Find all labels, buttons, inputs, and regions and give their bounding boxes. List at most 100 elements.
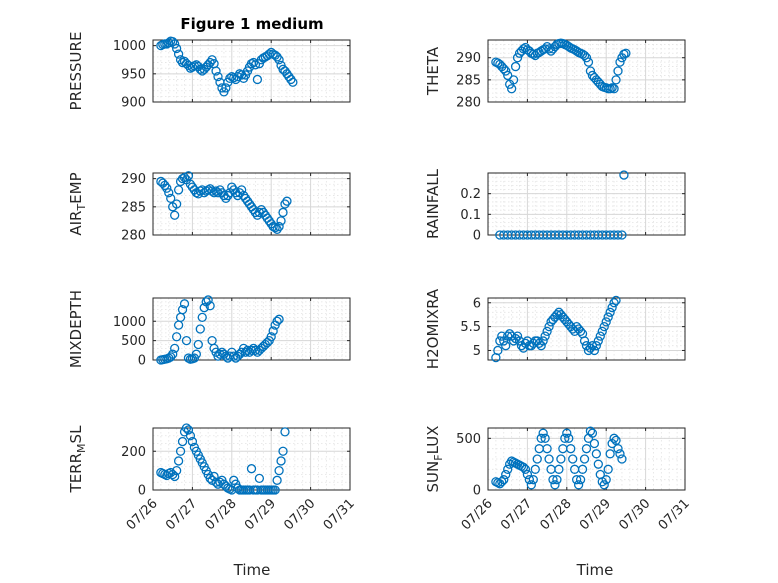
y-tick-label: 290 bbox=[121, 172, 146, 187]
plot-area bbox=[488, 173, 685, 235]
data-point bbox=[164, 38, 174, 48]
data-point bbox=[617, 454, 627, 464]
y-tick-label: 500 bbox=[121, 334, 146, 349]
data-point bbox=[609, 84, 619, 94]
data-point bbox=[579, 50, 590, 61]
figure-title: Figure 1 medium bbox=[180, 15, 323, 33]
data-point bbox=[573, 480, 584, 490]
data-point bbox=[601, 475, 611, 485]
y-axis-label: AIRTEMP bbox=[67, 172, 88, 235]
y-tick-label: 0 bbox=[138, 354, 146, 369]
data-point bbox=[177, 304, 188, 315]
y-tick-label: 0 bbox=[473, 229, 481, 244]
data-point bbox=[601, 317, 611, 327]
data-point bbox=[236, 185, 247, 195]
data-point bbox=[540, 433, 550, 443]
data-point bbox=[581, 53, 592, 63]
data-point bbox=[246, 464, 257, 474]
data-point bbox=[603, 312, 613, 322]
data-point bbox=[556, 454, 566, 464]
data-point bbox=[587, 428, 598, 438]
data-point bbox=[266, 332, 276, 342]
data-point bbox=[254, 473, 265, 484]
data-point bbox=[585, 426, 596, 436]
data-point bbox=[613, 66, 623, 76]
axes-frame bbox=[152, 297, 351, 361]
y-tick-label: 285 bbox=[456, 73, 481, 88]
data-point bbox=[211, 66, 221, 76]
subplot-h2omixra: 5 5.5 6 H2OMIXRA bbox=[424, 288, 686, 369]
y-tick-label: 900 bbox=[121, 96, 146, 111]
data-point bbox=[550, 480, 560, 490]
data-point bbox=[587, 341, 598, 351]
data-point bbox=[166, 193, 176, 204]
data-point bbox=[501, 469, 511, 480]
axes-frame bbox=[152, 39, 351, 103]
data-point bbox=[205, 57, 215, 68]
data-point bbox=[170, 210, 180, 220]
subplot-grid: 900 950 1000 PRESSURE 280 285 290 THETA 280 285 29… bbox=[67, 32, 693, 534]
data-point bbox=[231, 188, 241, 198]
data-point bbox=[621, 48, 631, 58]
data-point bbox=[617, 230, 627, 240]
data-point bbox=[609, 298, 619, 308]
data-point bbox=[562, 428, 572, 438]
data-point bbox=[280, 199, 290, 209]
data-point bbox=[540, 331, 550, 341]
data-point bbox=[605, 307, 615, 317]
data-point bbox=[219, 190, 229, 201]
data-point bbox=[170, 343, 180, 354]
data-point bbox=[164, 188, 174, 198]
data-point bbox=[518, 462, 529, 472]
data-point bbox=[510, 61, 521, 72]
data-point bbox=[501, 66, 511, 76]
data-point bbox=[544, 44, 554, 54]
data-point bbox=[575, 475, 586, 485]
data-point bbox=[173, 49, 184, 59]
data-point bbox=[274, 314, 284, 324]
data-point bbox=[183, 425, 194, 435]
data-point bbox=[268, 326, 278, 336]
data-point bbox=[286, 74, 296, 85]
data-point bbox=[177, 173, 188, 184]
data-point bbox=[579, 336, 590, 346]
data-point bbox=[173, 456, 184, 466]
data-point bbox=[544, 454, 554, 464]
data-point bbox=[583, 57, 594, 67]
y-tick-label: 1000 bbox=[113, 315, 146, 330]
data-point bbox=[195, 64, 205, 74]
data-point bbox=[593, 459, 603, 469]
data-point bbox=[589, 345, 600, 356]
data-point bbox=[508, 75, 519, 85]
data-point bbox=[197, 312, 207, 323]
data-point bbox=[183, 171, 194, 181]
data-point bbox=[276, 216, 286, 226]
data-point bbox=[203, 295, 213, 305]
data-point bbox=[524, 475, 535, 485]
data-point bbox=[276, 456, 286, 466]
data-point bbox=[166, 352, 176, 362]
data-point bbox=[522, 469, 533, 480]
data-point bbox=[191, 349, 201, 359]
data-point bbox=[611, 435, 621, 446]
data-point bbox=[536, 433, 546, 443]
data-point bbox=[530, 464, 540, 474]
data-point bbox=[195, 324, 205, 334]
data-point bbox=[250, 345, 261, 355]
data-point bbox=[501, 341, 511, 351]
subplot-rainfall: 0 0.1 0.2 RAINFALL bbox=[424, 168, 686, 244]
y-tick-label: 950 bbox=[121, 67, 146, 82]
data-point bbox=[607, 302, 617, 313]
data-point bbox=[503, 464, 513, 474]
y-tick-label: 280 bbox=[456, 96, 481, 111]
data-point bbox=[177, 57, 188, 68]
data-point bbox=[229, 351, 239, 361]
data-point bbox=[605, 449, 615, 459]
data-point bbox=[542, 444, 552, 454]
data-point bbox=[589, 438, 600, 449]
y-tick-label: 0 bbox=[138, 484, 146, 499]
subplot-mixdepth: 0 500 1000 MIXDEPTH bbox=[67, 290, 351, 369]
data-point bbox=[585, 66, 596, 76]
data-point bbox=[595, 331, 605, 341]
y-tick-label: 500 bbox=[456, 432, 481, 447]
